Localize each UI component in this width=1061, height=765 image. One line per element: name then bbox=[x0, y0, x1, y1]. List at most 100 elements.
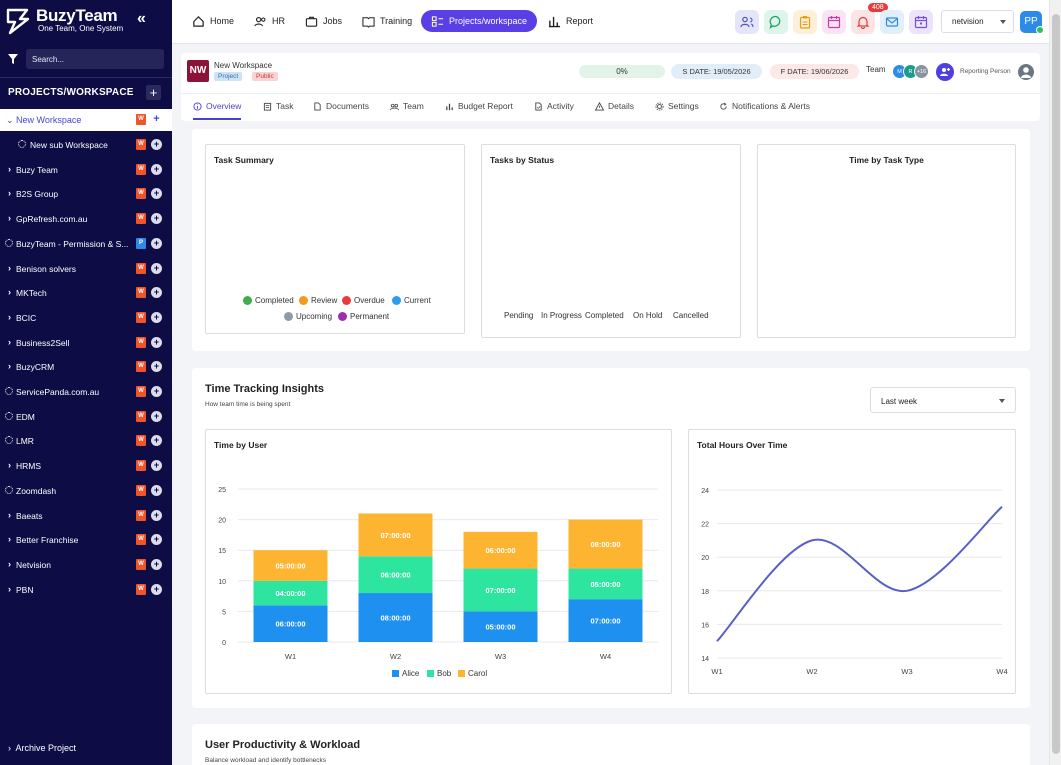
tab-notifications-alerts[interactable]: Notifications & Alerts bbox=[719, 100, 810, 120]
legend-current[interactable]: Current bbox=[392, 296, 431, 305]
schedule-shortcut[interactable] bbox=[909, 10, 933, 34]
add-sub-item-button[interactable]: + bbox=[151, 361, 162, 373]
sidebar-item[interactable]: › Business2Sell W + bbox=[0, 332, 172, 354]
tasks-shortcut[interactable] bbox=[793, 10, 817, 34]
nav-report[interactable]: Report bbox=[548, 10, 593, 32]
sidebar-item[interactable]: ServicePanda.com.au W + bbox=[0, 381, 172, 403]
add-sub-item-button[interactable]: + bbox=[151, 583, 162, 595]
notifications-button[interactable] bbox=[851, 10, 875, 34]
add-sub-item-button[interactable]: + bbox=[153, 113, 160, 125]
team-shortcut[interactable] bbox=[735, 10, 759, 34]
legend-completed[interactable]: Completed bbox=[243, 296, 294, 305]
team-more-count[interactable]: +16 bbox=[914, 64, 929, 79]
page-scrollbar[interactable] bbox=[1049, 0, 1061, 765]
legend-permanent[interactable]: Permanent bbox=[338, 312, 389, 321]
chevron-right-icon[interactable]: › bbox=[8, 361, 11, 372]
sidebar-item[interactable]: LMR W + bbox=[0, 430, 172, 452]
legend-overdue[interactable]: Overdue bbox=[342, 296, 385, 305]
time-by-task-type-panel: Time by Task Type bbox=[757, 144, 1016, 338]
nav-projects[interactable]: Projects/workspace bbox=[421, 10, 538, 32]
tab-documents[interactable]: Documents bbox=[313, 100, 369, 120]
add-sub-item-button[interactable]: + bbox=[151, 311, 162, 323]
archive-project-link[interactable]: › Archive Project bbox=[8, 743, 77, 753]
reporting-person-avatar[interactable] bbox=[1018, 64, 1034, 80]
chevron-right-icon[interactable]: › bbox=[8, 509, 11, 520]
chevron-right-icon[interactable]: › bbox=[8, 336, 11, 347]
add-sub-item-button[interactable]: + bbox=[151, 460, 162, 472]
total-hours-line bbox=[716, 506, 1003, 642]
sidebar-item[interactable]: BuzyTeam - Permission & S... P + bbox=[0, 233, 172, 255]
add-sub-item-button[interactable]: + bbox=[151, 509, 162, 521]
nav-jobs[interactable]: Jobs bbox=[305, 10, 342, 32]
sidebar-item[interactable]: › Buzy Team W + bbox=[0, 159, 172, 181]
scrollbar-thumb[interactable] bbox=[1052, 14, 1060, 754]
add-sub-item-button[interactable]: + bbox=[151, 262, 162, 274]
add-member-button[interactable] bbox=[936, 63, 954, 81]
chevron-right-icon[interactable]: › bbox=[8, 583, 11, 594]
sidebar-search-input[interactable] bbox=[26, 49, 164, 69]
sidebar-item[interactable]: › Netvision W + bbox=[0, 554, 172, 576]
sidebar-item[interactable]: Zoomdash W + bbox=[0, 480, 172, 502]
sidebar-item[interactable]: EDM W + bbox=[0, 406, 172, 428]
chevron-right-icon[interactable]: › bbox=[8, 311, 11, 322]
sidebar-item[interactable]: › BCIC W + bbox=[0, 307, 172, 329]
sidebar-item[interactable]: › Baeats W + bbox=[0, 505, 172, 527]
period-select[interactable]: Last week bbox=[870, 387, 1016, 413]
add-sub-item-button[interactable]: + bbox=[151, 237, 162, 249]
add-sub-item-button[interactable]: + bbox=[151, 188, 162, 200]
add-sub-item-button[interactable]: + bbox=[151, 287, 162, 299]
sidebar-item[interactable]: › PBN W + bbox=[0, 579, 172, 601]
legend-alice[interactable]: Alice bbox=[392, 669, 419, 678]
filter-icon[interactable] bbox=[7, 53, 19, 65]
tab-task[interactable]: Task bbox=[263, 100, 293, 120]
online-status-dot bbox=[1036, 26, 1044, 34]
chevron-right-icon[interactable]: › bbox=[8, 287, 11, 298]
tab-team[interactable]: Team bbox=[390, 100, 424, 120]
sidebar-item[interactable]: › B2S Group W + bbox=[0, 183, 172, 205]
add-sub-item-button[interactable]: + bbox=[151, 336, 162, 348]
legend-upcoming[interactable]: Upcoming bbox=[284, 312, 332, 321]
tab-activity[interactable]: Activity bbox=[534, 100, 574, 120]
tab-budget-report[interactable]: Budget Report bbox=[445, 100, 513, 120]
add-sub-item-button[interactable]: + bbox=[151, 435, 162, 447]
chat-shortcut[interactable] bbox=[764, 10, 788, 34]
add-project-button[interactable]: + bbox=[146, 85, 161, 100]
legend-bob[interactable]: Bob bbox=[427, 669, 451, 678]
add-sub-item-button[interactable]: + bbox=[151, 163, 162, 175]
chevron-right-icon[interactable]: › bbox=[8, 188, 11, 199]
nav-hr[interactable]: HR bbox=[254, 10, 285, 32]
chevron-right-icon[interactable]: › bbox=[8, 534, 11, 545]
mail-shortcut[interactable] bbox=[880, 10, 904, 34]
chevron-right-icon[interactable]: › bbox=[8, 558, 11, 569]
sidebar-item[interactable]: › HRMS W + bbox=[0, 455, 172, 477]
sidebar-item-active[interactable]: ⌄ New Workspace W + bbox=[0, 109, 172, 131]
sidebar-item[interactable]: › MKTech W + bbox=[0, 282, 172, 304]
add-sub-item-button[interactable]: + bbox=[151, 558, 162, 570]
add-sub-item-button[interactable]: + bbox=[151, 386, 162, 397]
nav-training[interactable]: Training bbox=[362, 10, 412, 32]
legend-review[interactable]: Review bbox=[299, 296, 337, 305]
add-sub-item-button[interactable]: + bbox=[151, 213, 162, 225]
sidebar-item[interactable]: › GpRefresh.com.au W + bbox=[0, 208, 172, 230]
chevron-right-icon[interactable]: › bbox=[8, 460, 11, 471]
organization-select[interactable]: netvision bbox=[941, 10, 1014, 33]
collapse-sidebar-icon[interactable]: « bbox=[137, 10, 146, 27]
brand-logo[interactable]: BuzyTeam One Team, One System bbox=[6, 6, 156, 38]
nav-home[interactable]: Home bbox=[192, 10, 234, 32]
add-sub-item-button[interactable]: + bbox=[151, 139, 162, 150]
sidebar-item[interactable]: › BuzyCRM W + bbox=[0, 356, 172, 378]
add-sub-item-button[interactable]: + bbox=[151, 534, 162, 546]
tab-settings[interactable]: Settings bbox=[655, 100, 699, 120]
sidebar-item[interactable]: › Benison solvers W + bbox=[0, 258, 172, 280]
sidebar-item[interactable]: New sub Workspace W + bbox=[0, 134, 172, 156]
add-sub-item-button[interactable]: + bbox=[151, 410, 162, 422]
calendar-shortcut[interactable] bbox=[822, 10, 846, 34]
sidebar-item[interactable]: › Better Franchise W + bbox=[0, 529, 172, 551]
chevron-right-icon[interactable]: › bbox=[8, 262, 11, 273]
add-sub-item-button[interactable]: + bbox=[151, 484, 162, 496]
chevron-right-icon[interactable]: › bbox=[8, 163, 11, 174]
tab-details[interactable]: Details bbox=[595, 100, 634, 120]
tab-overview[interactable]: Overview bbox=[193, 100, 242, 120]
chevron-right-icon[interactable]: › bbox=[8, 213, 11, 224]
legend-carol[interactable]: Carol bbox=[458, 669, 487, 678]
